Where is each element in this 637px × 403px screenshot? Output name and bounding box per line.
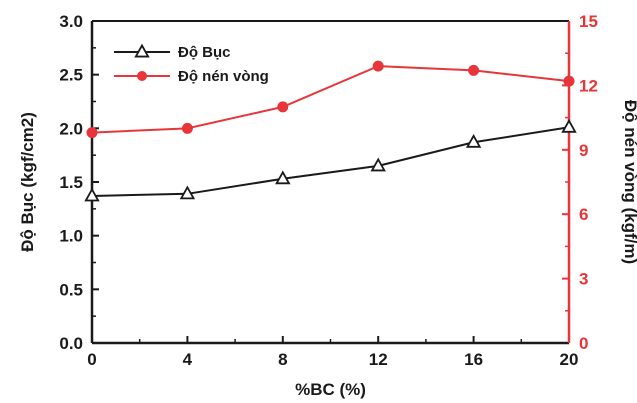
right-tick-label: 12: [579, 76, 598, 95]
data-point-do-nen-vong: [372, 60, 384, 72]
series-line-do-buc: [91, 126, 570, 197]
right-tick-label: 0: [579, 334, 588, 353]
data-point-do-nen-vong: [86, 127, 98, 139]
data-point-do-buc: [275, 170, 291, 185]
data-point-do-buc: [465, 133, 482, 148]
x-axis-title: %BC (%): [295, 380, 366, 399]
data-point-do-buc: [84, 187, 100, 202]
data-point-do-nen-vong: [468, 64, 480, 76]
y2-axis-title: Độ nén vòng (kgf/m): [621, 100, 637, 264]
left-tick-label: 1.0: [59, 227, 83, 246]
right-tick-label: 9: [579, 141, 588, 160]
y-axis-title: Độ Bục (kgf/cm2): [18, 112, 37, 252]
legend-marker-circle: [137, 71, 147, 81]
x-tick-label: 20: [560, 350, 579, 369]
left-tick-label: 1.5: [59, 173, 83, 192]
legend-marker-triangle: [134, 43, 150, 58]
data-point-do-buc: [370, 157, 386, 172]
x-tick-label: 16: [464, 350, 483, 369]
right-tick-label: 15: [579, 12, 598, 31]
x-tick-label: 8: [278, 350, 287, 369]
x-tick-label: 12: [369, 350, 388, 369]
series-line-do-nen-vong: [91, 65, 570, 134]
data-point-do-nen-vong: [563, 75, 575, 87]
left-tick-label: 0.0: [59, 334, 83, 353]
right-tick-label: 6: [579, 205, 588, 224]
x-axis-ticks: 0 4 8 12 16 20: [87, 336, 578, 369]
legend-label-do-buc: Độ Bục: [178, 44, 231, 61]
legend-label-do-nen-vong: Độ nén vòng: [178, 68, 269, 85]
legend: Độ Bục Độ nén vòng: [114, 43, 269, 85]
left-tick-label: 2.5: [59, 66, 83, 85]
x-tick-label: 0: [87, 350, 96, 369]
left-tick-label: 3.0: [59, 12, 83, 31]
series-layer: [84, 60, 577, 202]
data-point-do-nen-vong: [181, 122, 193, 134]
right-tick-label: 3: [579, 270, 588, 289]
data-point-do-buc: [561, 118, 577, 133]
data-point-do-nen-vong: [277, 101, 289, 113]
left-tick-label: 2.0: [59, 119, 83, 138]
x-tick-label: 4: [183, 350, 193, 369]
left-tick-label: 0.5: [59, 280, 83, 299]
right-axis-ticks: 0 3 6 9 12 15: [562, 12, 598, 353]
data-point-do-buc: [179, 185, 196, 200]
